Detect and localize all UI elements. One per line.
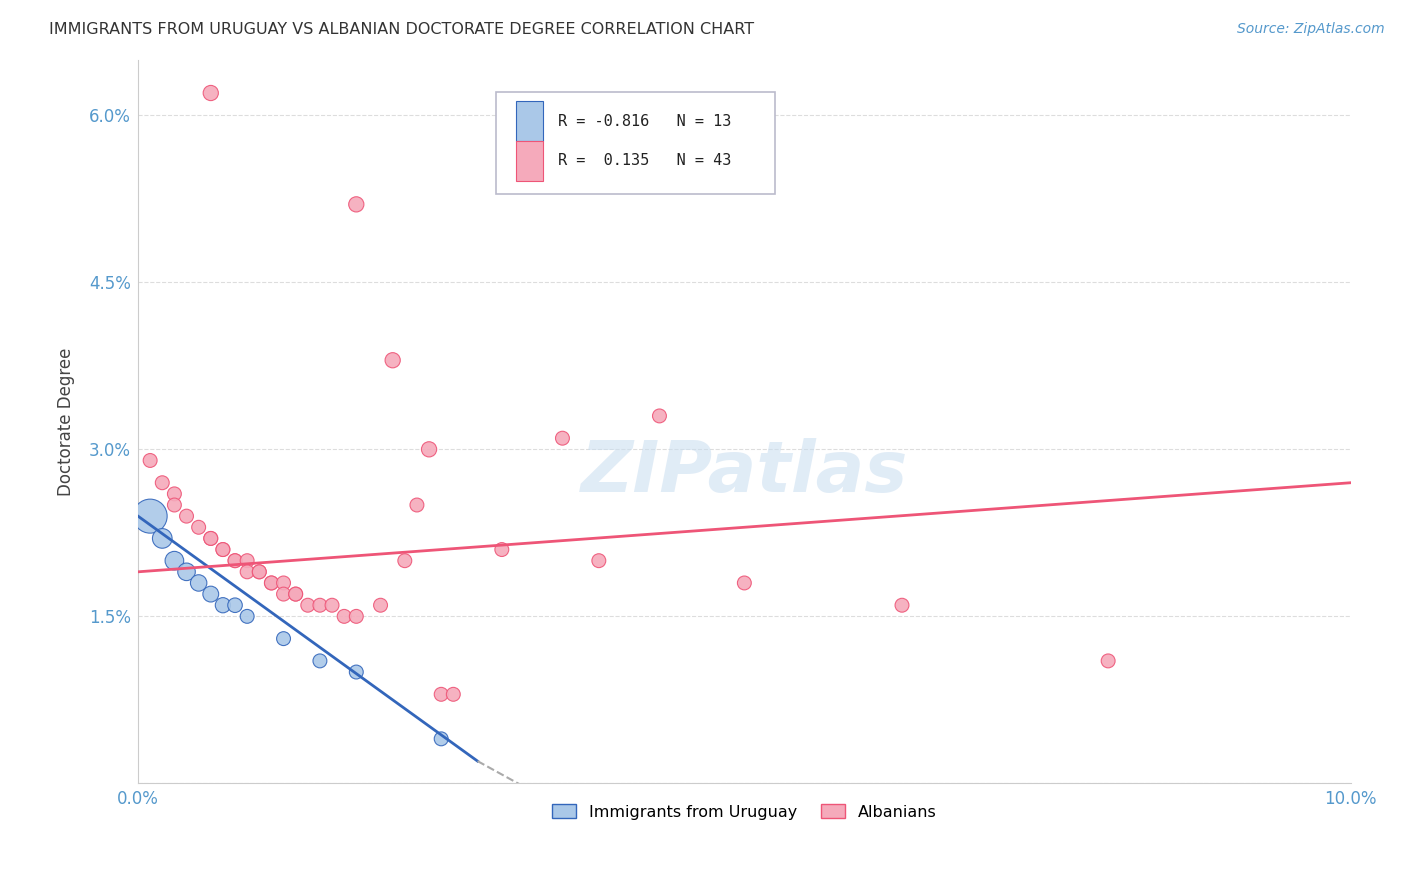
Point (200, 587, 222, 601)
Point (224, 554, 246, 568)
Point (891, 599, 914, 613)
Point (163, 487, 186, 501)
Point (150, 475, 173, 490)
Point (394, 554, 416, 568)
Point (491, 542, 513, 557)
Point (733, 576, 755, 591)
Point (418, 442, 440, 457)
Point (284, 587, 307, 601)
Point (1097, 654, 1119, 668)
Point (406, 498, 429, 512)
Point (176, 565, 198, 579)
Point (150, 532, 173, 546)
Point (273, 587, 295, 601)
Point (333, 609, 356, 624)
FancyBboxPatch shape (516, 101, 543, 141)
Point (247, 565, 270, 579)
Point (309, 599, 332, 613)
Point (212, 542, 235, 557)
Point (381, 353, 404, 368)
Point (441, 687, 464, 701)
Point (344, 197, 367, 211)
Point (344, 665, 367, 679)
Point (260, 576, 283, 591)
Legend: Immigrants from Uruguay, Albanians: Immigrants from Uruguay, Albanians (546, 797, 943, 826)
Point (648, 409, 671, 423)
Point (284, 587, 307, 601)
Point (212, 542, 235, 557)
Point (236, 554, 259, 568)
Point (200, 86, 222, 100)
FancyBboxPatch shape (496, 92, 775, 194)
Point (224, 599, 246, 613)
Point (370, 599, 392, 613)
Point (430, 731, 453, 746)
Text: R =  0.135   N = 43: R = 0.135 N = 43 (558, 153, 731, 169)
Point (187, 520, 209, 534)
Point (260, 576, 283, 591)
Point (551, 431, 574, 445)
Point (309, 654, 332, 668)
Point (139, 453, 162, 467)
Point (200, 532, 222, 546)
Point (236, 609, 259, 624)
Point (247, 565, 270, 579)
Text: ZIPatlas: ZIPatlas (581, 438, 908, 507)
Point (430, 687, 453, 701)
Point (200, 532, 222, 546)
Point (212, 599, 235, 613)
Point (176, 509, 198, 524)
Text: Source: ZipAtlas.com: Source: ZipAtlas.com (1237, 22, 1385, 37)
Point (273, 632, 295, 646)
Point (321, 599, 343, 613)
Text: R = -0.816   N = 13: R = -0.816 N = 13 (558, 113, 731, 128)
Y-axis label: Doctorate Degree: Doctorate Degree (58, 347, 75, 496)
Point (344, 609, 367, 624)
Point (588, 554, 610, 568)
Point (273, 576, 295, 591)
Point (224, 554, 246, 568)
Point (187, 576, 209, 591)
Text: IMMIGRANTS FROM URUGUAY VS ALBANIAN DOCTORATE DEGREE CORRELATION CHART: IMMIGRANTS FROM URUGUAY VS ALBANIAN DOCT… (49, 22, 755, 37)
Point (163, 554, 186, 568)
Point (236, 565, 259, 579)
Point (297, 599, 319, 613)
Point (163, 498, 186, 512)
FancyBboxPatch shape (516, 141, 543, 181)
Point (139, 509, 162, 524)
